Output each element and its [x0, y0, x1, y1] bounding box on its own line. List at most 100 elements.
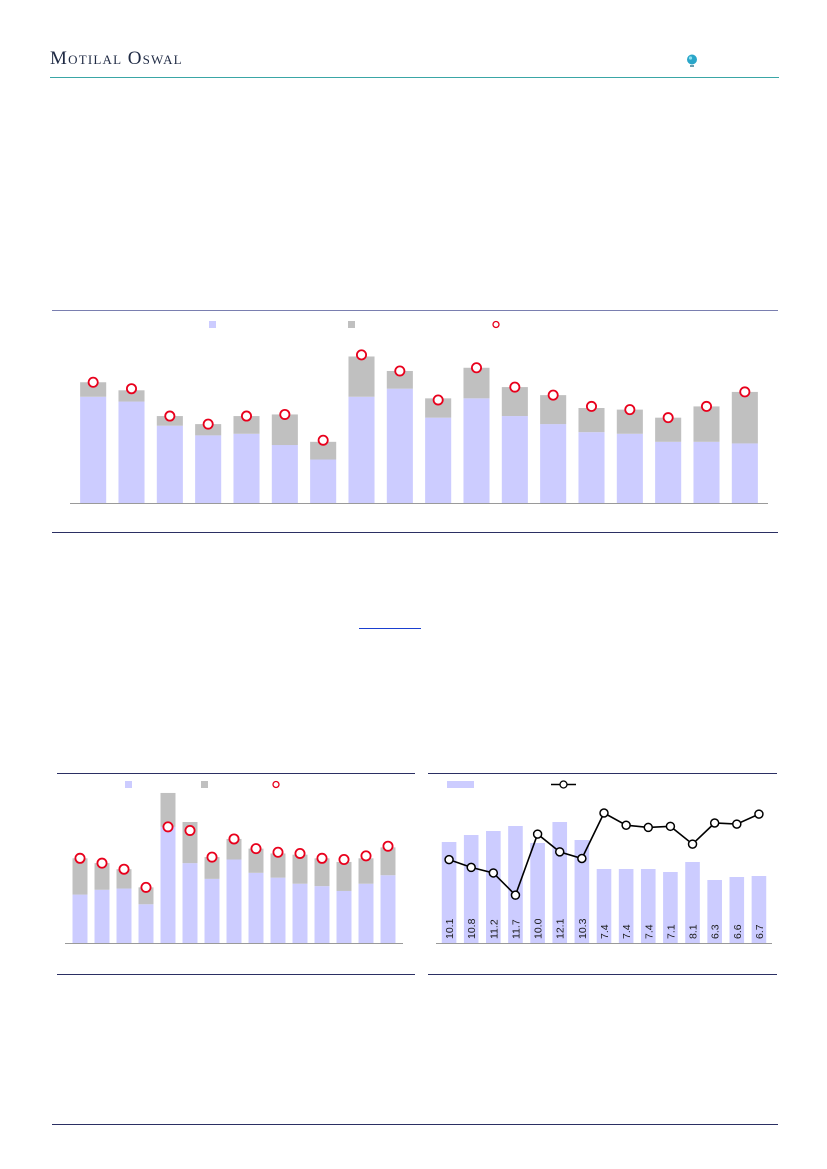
data-label-4: 10.0 — [533, 918, 545, 939]
marker-10 — [294, 847, 306, 859]
chart1-top-rule — [52, 310, 778, 311]
bar-series-2-2 — [116, 869, 132, 889]
line-point-5 — [554, 847, 565, 857]
bar-12 — [707, 880, 722, 943]
line-point-2 — [488, 868, 499, 878]
bar-series-2-16 — [693, 406, 720, 442]
legend-swatch-series-1 — [125, 781, 132, 788]
bar-3 — [508, 826, 523, 943]
data-label-5: 12.1 — [555, 918, 567, 939]
line-point-0 — [444, 854, 454, 865]
bar-series-1-3 — [138, 904, 154, 943]
bar-series-1-14 — [616, 433, 643, 503]
bar-4 — [530, 843, 545, 943]
line-point-8 — [621, 820, 631, 830]
marker-14 — [382, 840, 394, 852]
bar-series-1-13 — [578, 432, 605, 503]
data-label-11: 8.1 — [688, 924, 700, 939]
data-label-14: 6.7 — [754, 924, 766, 939]
bar-series-1-0 — [80, 396, 107, 503]
marker-8 — [394, 365, 406, 377]
marker-5 — [279, 408, 291, 420]
chart2-bottom-rule — [57, 974, 415, 975]
marker-15 — [662, 412, 674, 424]
marker-9 — [272, 846, 284, 858]
legend-swatch-series-2 — [201, 781, 208, 788]
bar-series-2-0 — [80, 382, 107, 397]
marker-6 — [206, 851, 218, 863]
legend-swatch-series-2 — [348, 321, 355, 328]
marker-17 — [739, 386, 751, 398]
chart1-bottom-rule — [52, 532, 778, 533]
data-label-9: 7.4 — [643, 924, 655, 939]
marker-7 — [228, 833, 240, 845]
bar-series-1-11 — [314, 886, 330, 943]
line-point-10 — [665, 821, 676, 832]
marker-3 — [202, 418, 214, 430]
marker-2 — [164, 410, 176, 422]
marker-14 — [624, 404, 636, 416]
chart2-top-rule — [57, 773, 415, 774]
bar-series-2-8 — [248, 848, 264, 873]
chart2 — [65, 780, 403, 944]
data-label-6: 10.3 — [577, 918, 589, 939]
bar-series-1-4 — [233, 433, 260, 503]
bar-series-2-9 — [425, 398, 452, 418]
data-label-7: 7.4 — [599, 924, 611, 939]
marker-12 — [338, 854, 350, 866]
bar-series-2-14 — [380, 847, 396, 876]
bar-series-2-6 — [310, 441, 337, 460]
bar-series-1-13 — [358, 883, 374, 943]
marker-0 — [74, 852, 86, 864]
bar-10 — [663, 872, 678, 943]
legend-swatch-series-1 — [209, 321, 216, 328]
bar-series-1-4 — [160, 826, 176, 943]
bar-series-1-0 — [72, 894, 88, 943]
bar-series-2-0 — [72, 858, 88, 895]
data-label-0: 10.1 — [444, 918, 456, 939]
data-label-2: 11.2 — [488, 919, 500, 939]
bar-series-1-17 — [731, 443, 758, 503]
data-label-3: 11.7 — [510, 919, 522, 939]
bar-series-2-1 — [118, 390, 145, 402]
marker-13 — [360, 850, 372, 862]
legend-line-marker — [559, 780, 568, 789]
bar-series-1-12 — [540, 424, 567, 503]
bar-series-1-2 — [156, 425, 183, 503]
legend-marker-total — [492, 320, 500, 329]
marker-7 — [355, 349, 367, 361]
bar-7 — [596, 869, 612, 943]
marker-1 — [96, 857, 108, 869]
data-label-1: 10.8 — [466, 918, 478, 939]
bar-series-1-9 — [270, 877, 286, 943]
bar-0 — [441, 842, 457, 943]
bar-series-2-10 — [292, 854, 308, 884]
marker-16 — [701, 400, 713, 412]
hyperlink-underline[interactable] — [359, 628, 421, 629]
bar-series-2-3 — [138, 887, 154, 905]
line-point-1 — [466, 862, 476, 873]
bar-series-1-8 — [386, 388, 413, 503]
line-point-14 — [754, 809, 764, 819]
line-point-12 — [709, 818, 720, 828]
bar-series-1-1 — [94, 889, 110, 943]
bar-series-2-13 — [358, 858, 374, 884]
line-point-7 — [599, 808, 609, 818]
bar-11 — [685, 862, 700, 943]
marker-9 — [432, 394, 444, 406]
bar-series-2-1 — [94, 863, 110, 890]
bar-series-1-9 — [425, 417, 452, 503]
marker-10 — [470, 362, 482, 374]
bar-series-1-11 — [501, 416, 528, 503]
bar-series-2-13 — [578, 408, 605, 433]
data-label-13: 6.6 — [732, 924, 744, 939]
marker-11 — [509, 381, 521, 393]
marker-1 — [126, 383, 138, 395]
chart3-top-rule — [428, 773, 777, 774]
line-point-11 — [687, 839, 698, 849]
bar-series-2-4 — [233, 416, 260, 434]
bar-series-1-15 — [655, 441, 682, 503]
bar-series-2-12 — [336, 861, 352, 891]
bar-series-2-7 — [226, 838, 242, 860]
bar-series-2-6 — [204, 857, 220, 879]
